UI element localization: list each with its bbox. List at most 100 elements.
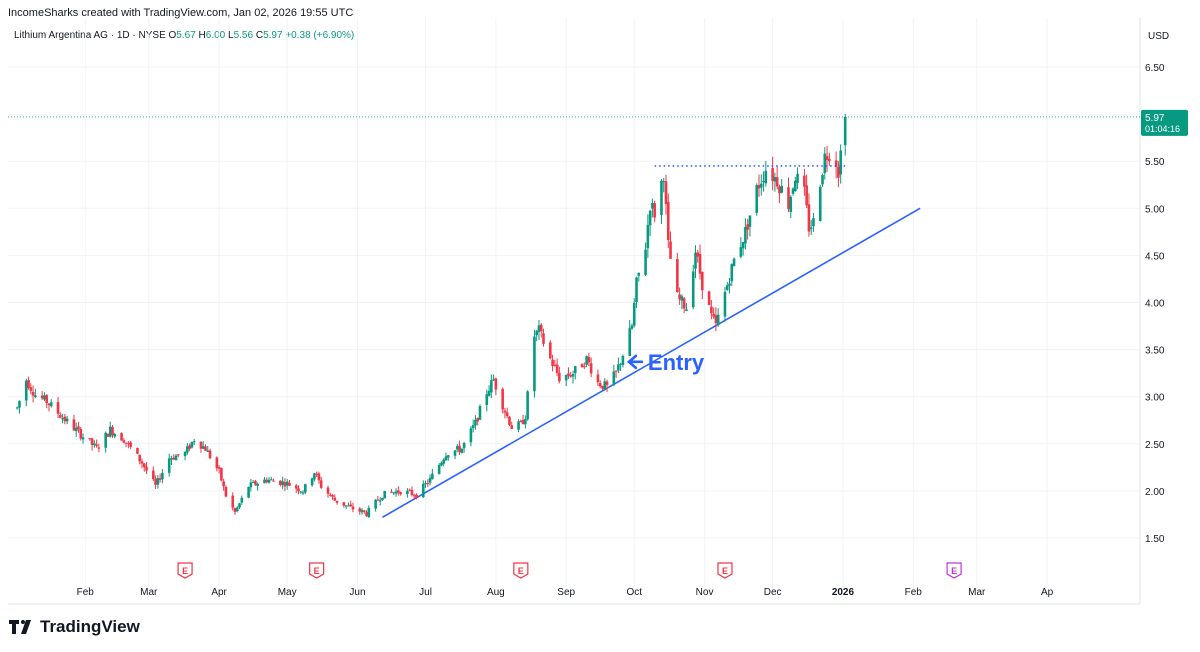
candle-body [421,483,425,498]
entry-label: Entry [648,350,705,375]
candle-body [204,446,207,451]
time-tick-label: Mar [140,587,158,598]
candle-body [349,504,352,507]
candle-body [794,180,797,192]
candle-body [156,478,160,485]
candle-body [619,363,622,365]
candle-body [97,447,101,449]
candle-body [571,374,575,377]
candle-body [240,497,244,503]
overlay-layer: Entry [8,116,1140,375]
candle-body [739,247,743,257]
candle-body [397,490,400,493]
candle-body [108,426,112,437]
candle-body [367,507,371,518]
change-value: +0.38 (+6.90%) [285,30,355,41]
candle-body [698,253,702,274]
candle-body [79,428,83,439]
candle-body [567,373,570,376]
candle-body [812,218,815,227]
candle-body [460,448,464,453]
candle-body [288,482,291,486]
tradingview-logo-icon [9,620,31,634]
candle-body [680,296,684,301]
candle-body [183,451,187,457]
candle-body [81,437,85,440]
candle-body [660,180,663,215]
candle-body [247,486,250,498]
candle-body [453,450,457,456]
candle-body [34,395,37,398]
candle-body [492,379,495,381]
candle-body [755,185,759,213]
candle-body [104,432,107,448]
candle-body [780,185,783,193]
candle-body [580,364,584,368]
candle-body [428,477,432,483]
candle-body [374,499,377,509]
earnings-icon [513,562,529,579]
candle-body [342,502,346,506]
candle-body [77,426,80,430]
candle-body [662,181,666,183]
candle-body [526,391,529,420]
currency-label[interactable]: USD [1148,31,1170,42]
candle-body [741,242,745,249]
candle-body [381,497,384,501]
candle-body [551,359,554,366]
candle-body [744,227,747,244]
candle-body [471,425,475,429]
open-value: 5.67 [176,30,196,41]
candle-body [360,510,364,513]
candle-body [190,442,194,448]
candle-body [256,483,259,486]
candle-body [136,448,139,454]
candle-body [301,492,305,494]
candle-body [233,508,237,513]
candle-body [254,481,257,485]
brand-logo[interactable]: TradingView [9,617,140,637]
candle-body [621,356,625,365]
candle-body [281,481,284,486]
price-tag-value: 5.97 [1145,113,1165,124]
price-tag-countdown: 01:04:16 [1145,124,1180,134]
candle-body [315,473,318,475]
time-tick-label: Dec [764,587,782,598]
time-tick-label: Apr [211,587,227,598]
candle-body [283,482,287,487]
candle-body [431,473,434,480]
low-value: 5.56 [233,30,254,41]
candle-body [333,497,337,501]
candle-body [805,185,808,206]
candle-body [573,366,577,374]
candle-body [796,173,799,183]
candle-body [469,428,473,443]
candle-body [106,433,110,437]
candle-body [344,505,348,507]
open-label: O [168,30,177,41]
candle-body [775,177,779,187]
candle-body [158,478,162,480]
candle-body [494,378,498,390]
candle-body [605,381,609,385]
candle-body [206,450,210,452]
candle-body [331,494,334,497]
candle-body [839,150,842,175]
candle-body [648,210,652,226]
candle-body [208,450,212,459]
candle-body [759,183,763,188]
time-tick-label: Feb [905,587,923,598]
candle-body [424,483,427,485]
earnings-icon-letter: E [722,566,728,576]
earnings-icon [717,562,733,579]
chart-credit: IncomeSharks created with TradingView.co… [8,7,354,19]
candle-body [440,462,443,466]
candle-body [458,445,461,453]
candle-body [635,277,638,303]
candle-body [152,470,155,480]
candle-body [478,406,482,420]
candle-body [122,440,126,443]
symbol-name[interactable]: Lithium Argentina AG · 1D · NYSE [14,30,166,41]
candle-body [95,444,98,447]
